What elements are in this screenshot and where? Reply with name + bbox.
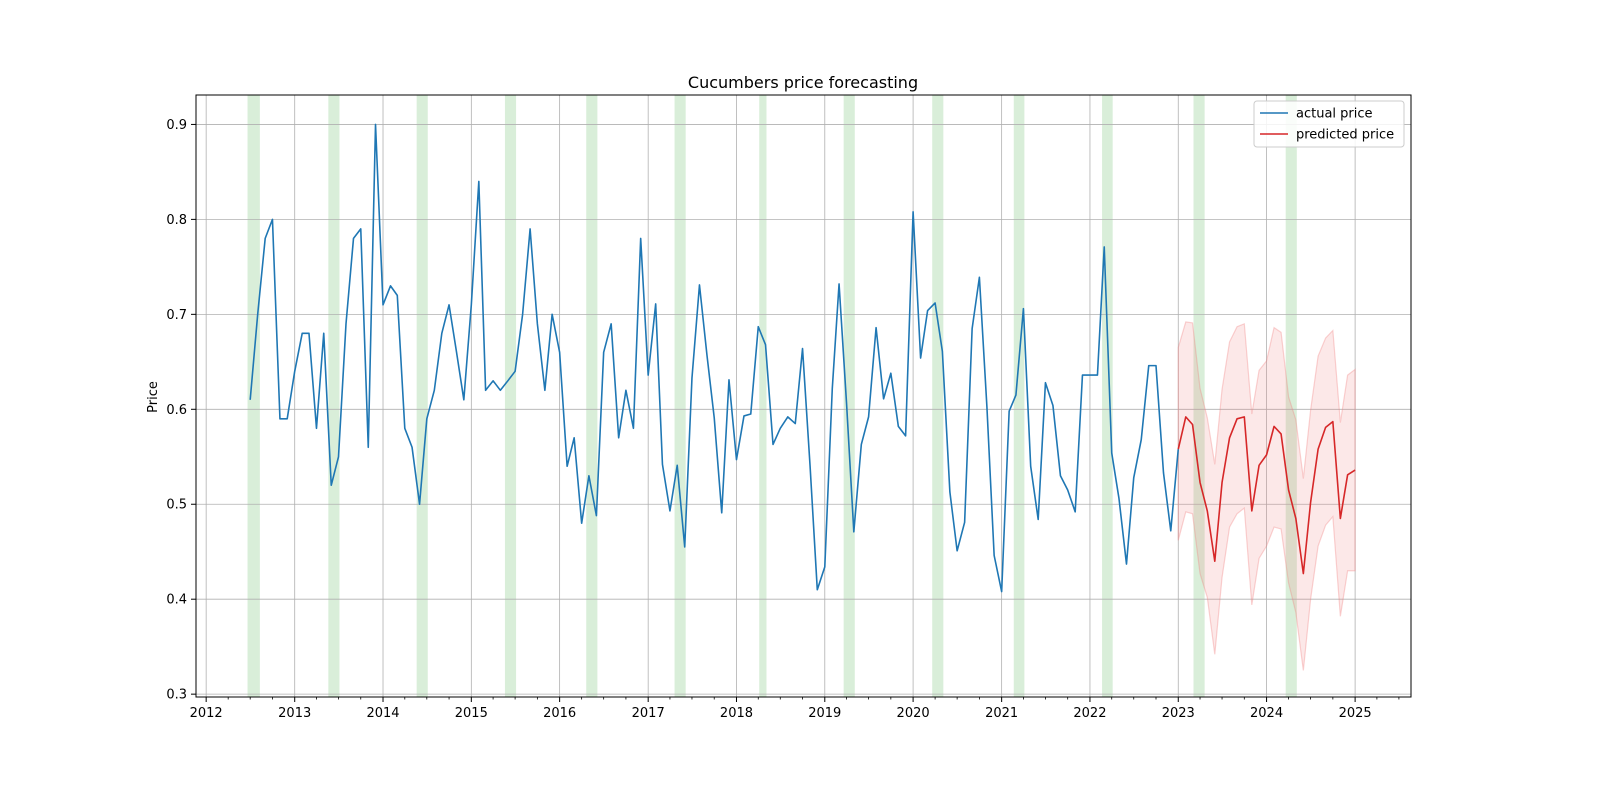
x-tick-label: 2018 — [720, 706, 753, 721]
chart-title: Cucumbers price forecasting — [688, 73, 918, 92]
plot-area: 2012 2013 2014 2015 2016 2017 2018 2019 2020 2021… — [166, 94, 1412, 721]
highlight-span — [586, 95, 598, 697]
legend: actual price predicted price — [1253, 100, 1405, 148]
x-tick-label: 2020 — [897, 706, 930, 721]
x-tick-label: 2013 — [278, 706, 311, 721]
y-axis-label: Price — [146, 381, 161, 413]
y-tick-label: 0.9 — [166, 118, 187, 133]
y-tick-label: 0.8 — [166, 213, 187, 228]
actual-price-line — [249, 123, 1180, 593]
highlight-span — [759, 95, 767, 697]
highlight-span — [1102, 95, 1113, 697]
x-tick-label: 2012 — [190, 706, 223, 721]
x-tick-label: 2024 — [1250, 706, 1283, 721]
legend-label-actual-price: actual price — [1296, 107, 1373, 122]
x-tick-label: 2015 — [455, 706, 488, 721]
axes-frame — [195, 94, 1412, 698]
x-tick-label: 2016 — [543, 706, 576, 721]
highlight-span — [1193, 95, 1205, 697]
x-tick-label: 2025 — [1339, 706, 1372, 721]
highlight-span — [247, 95, 260, 697]
highlight-span — [1013, 95, 1025, 697]
y-tick-label: 0.6 — [166, 403, 187, 418]
highlight-span — [328, 95, 340, 697]
x-tick-label: 2021 — [985, 706, 1018, 721]
x-tick-label: 2017 — [632, 706, 665, 721]
predicted-price-line — [1177, 416, 1356, 575]
highlight-span — [504, 95, 517, 697]
y-tick-label: 0.5 — [166, 498, 187, 513]
legend-label-predicted-price: predicted price — [1296, 128, 1394, 143]
y-tick-label: 0.4 — [166, 593, 187, 608]
x-tick-label: 2023 — [1162, 706, 1195, 721]
highlight-span — [843, 95, 855, 697]
highlight-span — [674, 95, 686, 697]
legend-box — [1253, 100, 1405, 148]
x-tick-label: 2019 — [808, 706, 841, 721]
y-tick-label: 0.7 — [166, 308, 187, 323]
x-tick-label: 2014 — [366, 706, 399, 721]
y-tick-label: 0.3 — [166, 688, 187, 703]
prediction-interval-band — [1177, 321, 1356, 671]
x-tick-label: 2022 — [1073, 706, 1106, 721]
highlight-span — [932, 95, 944, 697]
highlight-span — [416, 95, 428, 697]
highlight-span — [1285, 95, 1297, 697]
